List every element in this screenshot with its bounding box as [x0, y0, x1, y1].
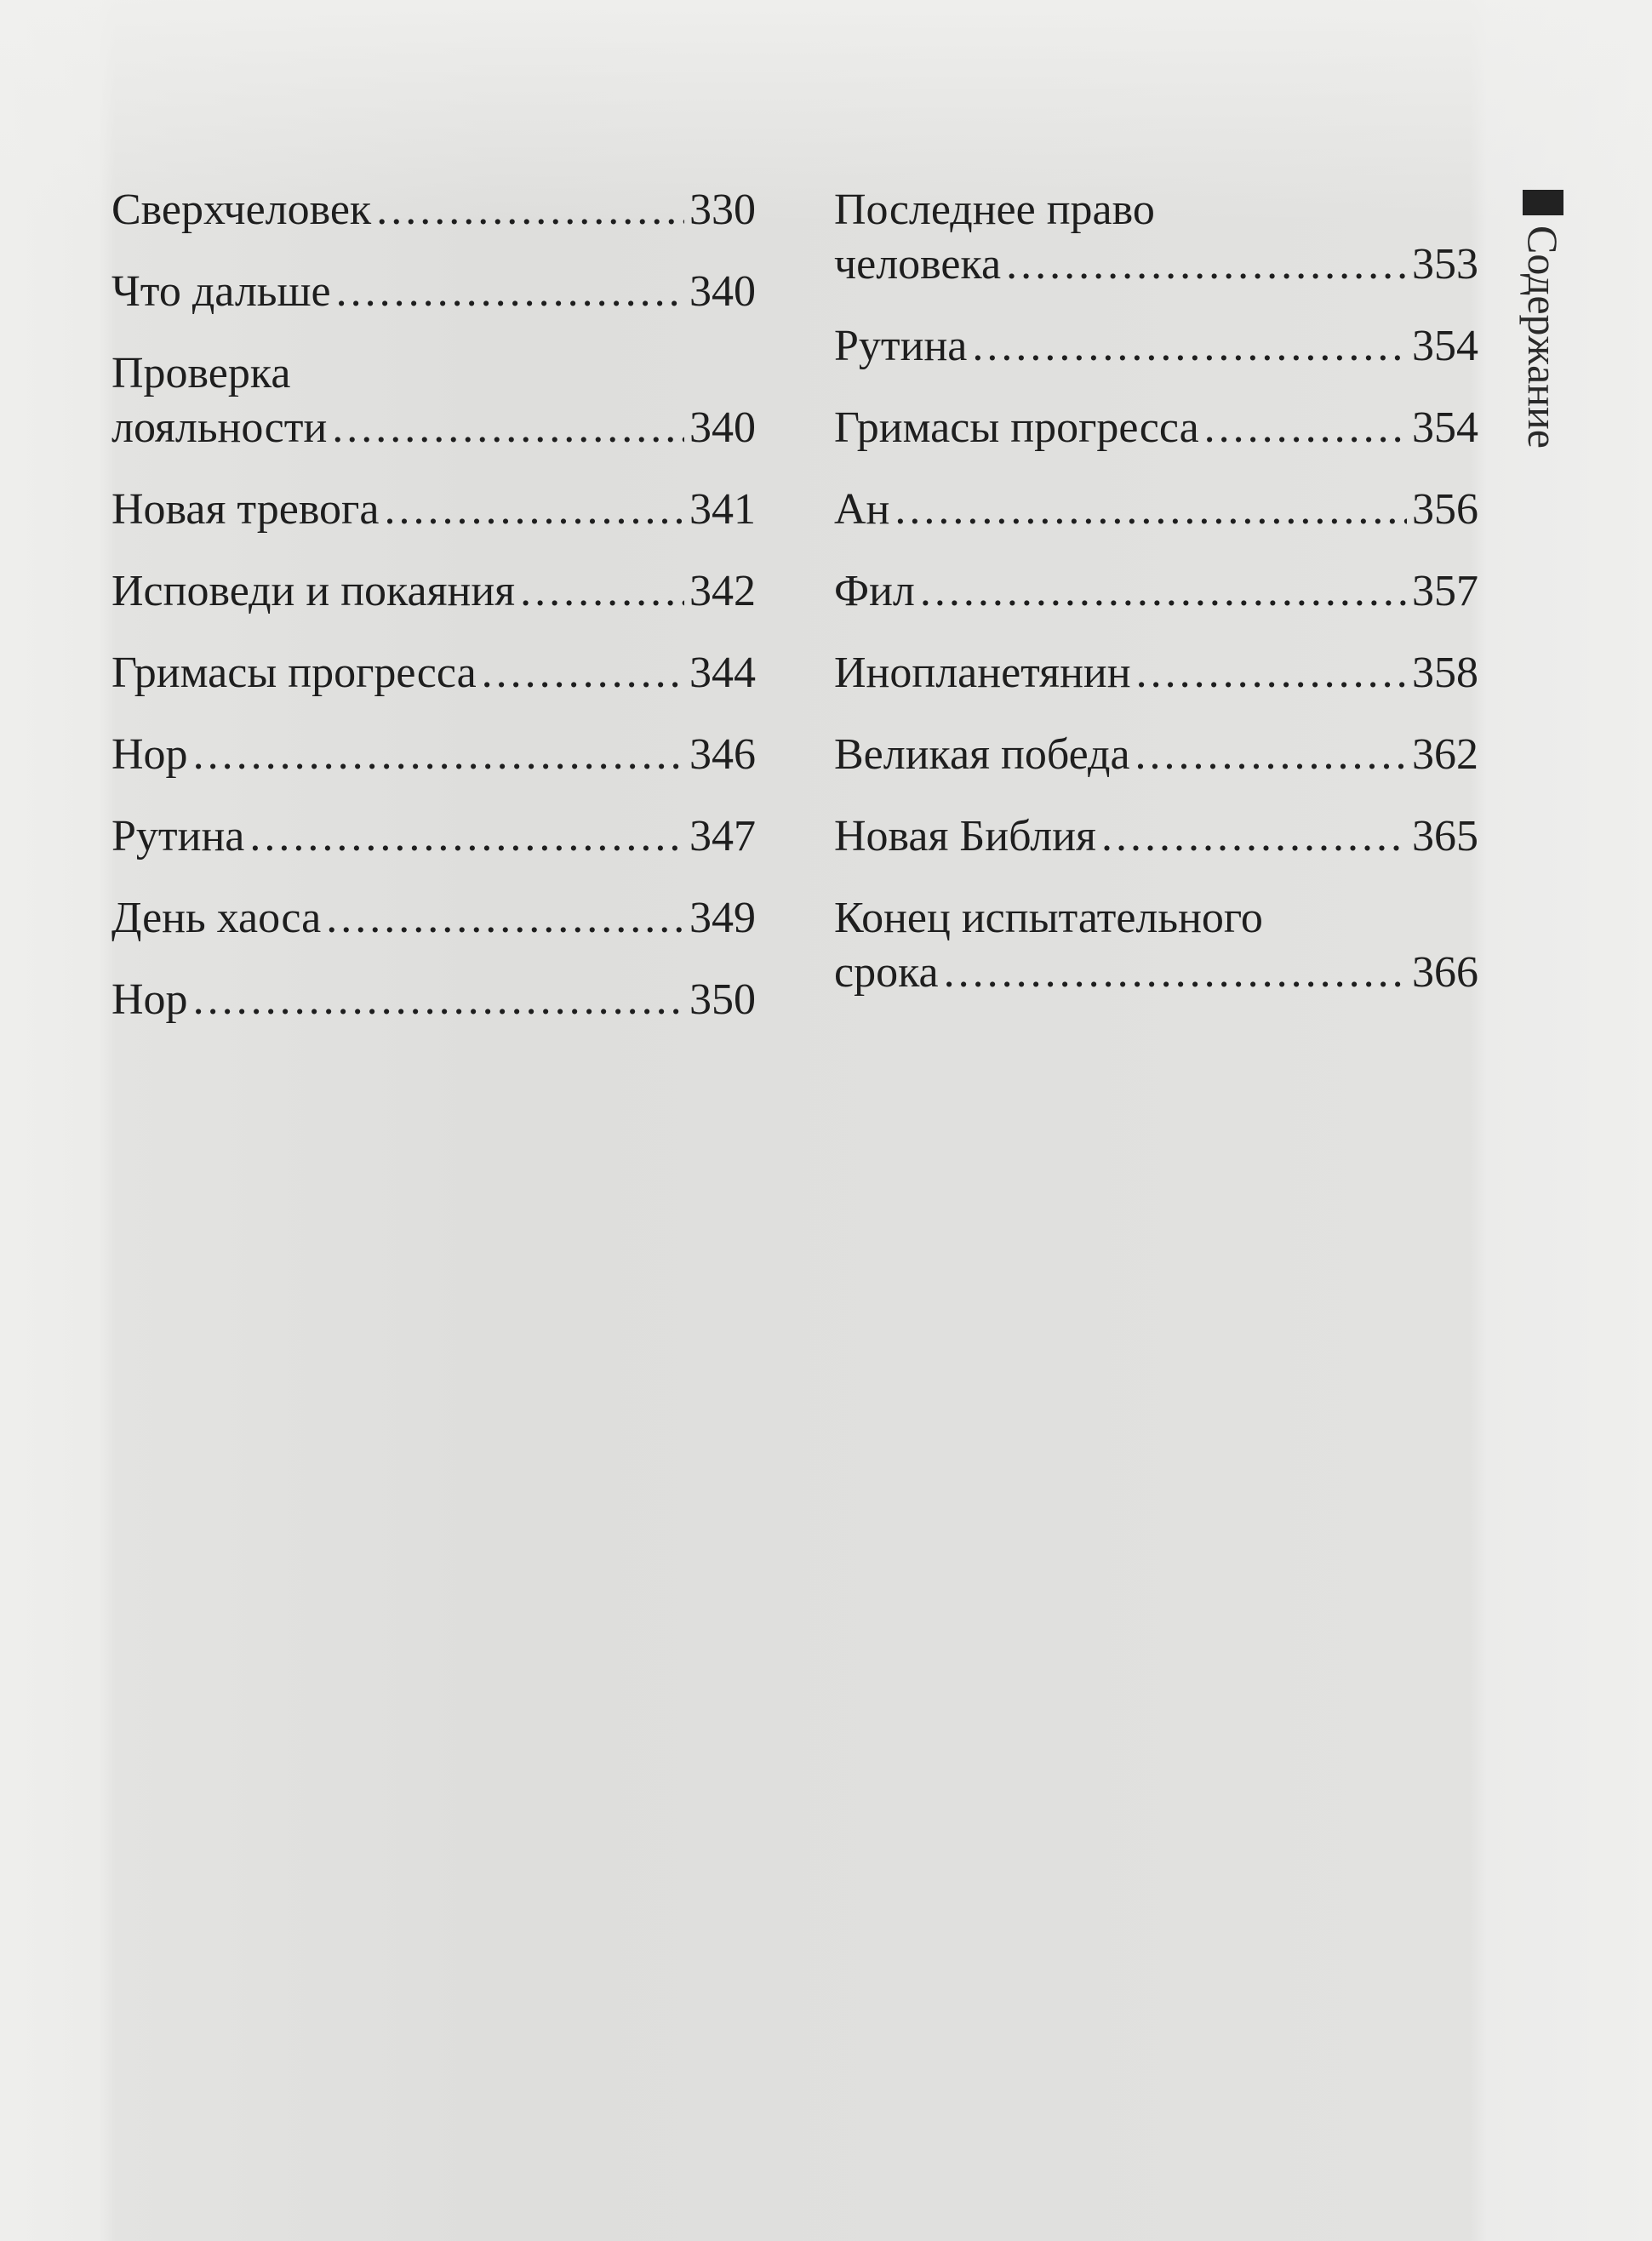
- toc-entry: Проверка лояльности 340: [111, 346, 756, 455]
- toc-entry-title: Новая тревога: [111, 485, 380, 534]
- section-marker: [1523, 190, 1563, 215]
- toc-entry-title: Конец испытательного: [834, 894, 1263, 942]
- toc-entry-page: 347: [689, 812, 756, 860]
- dot-leader: [972, 319, 1407, 374]
- toc-entry-title: Исповеди и покаяния: [111, 567, 516, 615]
- toc-entry-title: Нор: [111, 730, 188, 779]
- toc-entry-page: 330: [689, 186, 756, 234]
- toc-entry-page: 358: [1412, 649, 1478, 697]
- toc-entry-title: Рутина: [111, 812, 245, 860]
- toc-entry-page: 340: [689, 403, 756, 452]
- dot-leader: [193, 973, 684, 1027]
- toc-entry: День хаоса 349: [111, 891, 756, 946]
- dot-leader: [1101, 809, 1407, 864]
- toc-entry-page: 362: [1412, 730, 1478, 779]
- running-head: Содержание: [1519, 226, 1567, 449]
- toc-entry-page: 342: [689, 567, 756, 615]
- toc-entry: Что дальше 340: [111, 265, 756, 319]
- toc-entry-title: Что дальше: [111, 267, 331, 316]
- toc-entry-page: 366: [1412, 948, 1478, 997]
- paper-shading: [0, 0, 1652, 221]
- toc-entry: Рутина 354: [834, 319, 1478, 374]
- toc-entry-title: Ан: [834, 485, 890, 534]
- dot-leader: [1006, 237, 1407, 292]
- toc-entry: Нор 346: [111, 728, 756, 782]
- toc-entry: Рутина 347: [111, 809, 756, 864]
- toc-entry: Инопланетянин 358: [834, 646, 1478, 700]
- toc-entry-page: 346: [689, 730, 756, 779]
- toc-entry-page: 354: [1412, 403, 1478, 452]
- toc-entry-title: Фил: [834, 567, 915, 615]
- toc-entry-title: срока: [834, 948, 939, 997]
- dot-leader: [326, 891, 684, 946]
- toc-column-right: Последнее правочеловека353Рутина354Грима…: [834, 183, 1478, 1027]
- toc-entry: Великая победа 362: [834, 728, 1478, 782]
- dot-leader: [482, 646, 684, 700]
- toc-entry-page: 340: [689, 267, 756, 316]
- toc-entry-title: Гримасы прогресса: [111, 649, 477, 697]
- toc-entry-title: Проверка: [111, 349, 291, 397]
- dot-leader: [332, 401, 684, 455]
- toc-entry-title: Последнее право: [834, 186, 1155, 234]
- toc-entry-title: лояльности: [111, 403, 328, 452]
- toc-entry-title: Новая Библия: [834, 812, 1096, 860]
- toc-entry-page: 344: [689, 649, 756, 697]
- dot-leader: [384, 483, 684, 537]
- toc-entry: Гримасы прогресса 354: [834, 401, 1478, 455]
- toc-entry-title: человека: [834, 240, 1002, 289]
- toc-entry: Фил 357: [834, 564, 1478, 619]
- dot-leader: [1135, 728, 1407, 782]
- toc-entry: Сверхчеловек 330: [111, 183, 756, 237]
- dot-leader: [336, 265, 684, 319]
- dot-leader: [249, 809, 684, 864]
- toc-entry-page: 356: [1412, 485, 1478, 534]
- toc-entry-page: 357: [1412, 567, 1478, 615]
- toc-entry-title: Нор: [111, 975, 188, 1024]
- toc-entry: Нор 350: [111, 973, 756, 1027]
- toc-entry: Новая Библия 365: [834, 809, 1478, 864]
- toc-entry: Последнее право человека 353: [834, 183, 1478, 292]
- toc-entry-title: Сверхчеловек: [111, 186, 372, 234]
- toc-entry-title: Инопланетянин: [834, 649, 1131, 697]
- toc-entry: Ан 356: [834, 483, 1478, 537]
- toc-entry-page: 353: [1412, 240, 1478, 289]
- toc-entry-page: 341: [689, 485, 756, 534]
- dot-leader: [376, 183, 684, 237]
- toc-entry: Конец испытательного срока 366: [834, 891, 1478, 1000]
- toc-entry-title: Гримасы прогресса: [834, 403, 1199, 452]
- toc-column-left: Сверхчеловек 330 Что дальше 340 Проверка лоял…: [111, 183, 756, 1055]
- toc-entry: Новая тревога 341: [111, 483, 756, 537]
- toc-entry-title: День хаоса: [111, 894, 322, 942]
- toc-entry-page: 354: [1412, 322, 1478, 370]
- dot-leader: [193, 728, 684, 782]
- dot-leader: [520, 564, 684, 619]
- dot-leader: [1136, 646, 1407, 700]
- toc-entry-title: Рутина: [834, 322, 968, 370]
- dot-leader: [1204, 401, 1407, 455]
- toc-entry-page: 349: [689, 894, 756, 942]
- toc-entry-page: 365: [1412, 812, 1478, 860]
- dot-leader: [920, 564, 1407, 619]
- toc-entry-title: Великая победа: [834, 730, 1130, 779]
- toc-entry-page: 350: [689, 975, 756, 1024]
- toc-entry: Исповеди и покаяния 342: [111, 564, 756, 619]
- toc-entry: Гримасы прогресса 344: [111, 646, 756, 700]
- dot-leader: [895, 483, 1407, 537]
- dot-leader: [944, 946, 1407, 1000]
